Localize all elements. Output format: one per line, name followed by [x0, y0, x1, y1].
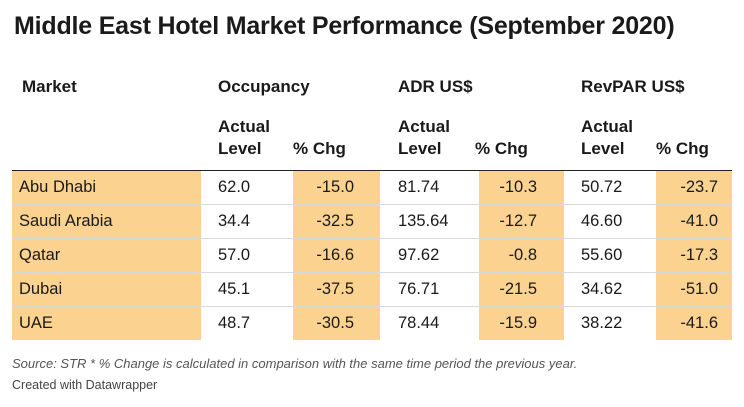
header-divider: [12, 170, 732, 171]
cell-adr-chg: -0.8: [479, 239, 564, 272]
cell-occupancy-chg: -30.5: [293, 307, 380, 340]
cell-revpar-chg: -51.0: [656, 273, 732, 306]
cell-market: Abu Dhabi: [12, 171, 201, 204]
cell-adr-chg: -12.7: [479, 205, 564, 238]
cell-market: Saudi Arabia: [12, 205, 201, 238]
cell-revpar: 46.60: [581, 212, 623, 230]
cell-revpar: 38.22: [581, 314, 623, 332]
header-market: Market: [22, 77, 77, 96]
cell-revpar-chg: -41.0: [656, 205, 732, 238]
source-note: Source: STR * % Change is calculated in …: [12, 356, 578, 371]
cell-adr-chg: -10.3: [479, 171, 564, 204]
cell-adr-chg: -15.9: [479, 307, 564, 340]
subheader-revpar-pct: % Chg: [656, 139, 709, 158]
table-row: Saudi Arabia 34.4 -32.5 135.64 -12.7 46.…: [12, 205, 732, 239]
table-row: UAE 48.7 -30.5 78.44 -15.9 38.22 -41.6: [12, 307, 732, 340]
cell-adr-chg: -21.5: [479, 273, 564, 306]
cell-occupancy-chg: -37.5: [293, 273, 380, 306]
cell-market: UAE: [12, 307, 201, 340]
cell-occupancy-chg: -32.5: [293, 205, 380, 238]
cell-occupancy-chg: -15.0: [293, 171, 380, 204]
header-adr: ADR US$: [398, 77, 473, 96]
subheader-occ-pct: % Chg: [293, 139, 346, 158]
subheader-adr-level: Level: [398, 139, 442, 158]
table-body: Abu Dhabi 62.0 -15.0 81.74 -10.3 50.72 -…: [12, 171, 732, 340]
cell-adr: 97.62: [398, 246, 440, 264]
subheader-revpar-level: Level: [581, 139, 625, 158]
cell-occupancy: 57.0: [218, 246, 251, 264]
cell-adr: 81.74: [398, 178, 440, 196]
table-row: Dubai 45.1 -37.5 76.71 -21.5 34.62 -51.0: [12, 273, 732, 307]
cell-occupancy: 45.1: [218, 280, 251, 298]
cell-occupancy-chg: -16.6: [293, 239, 380, 272]
cell-revpar: 34.62: [581, 280, 623, 298]
cell-revpar-chg: -23.7: [656, 171, 732, 204]
cell-adr: 135.64: [398, 212, 449, 230]
cell-occupancy: 34.4: [218, 212, 251, 230]
cell-revpar-chg: -17.3: [656, 239, 732, 272]
table-row: Abu Dhabi 62.0 -15.0 81.74 -10.3 50.72 -…: [12, 171, 732, 205]
subheader-occ-level: Level: [218, 139, 262, 158]
cell-adr: 76.71: [398, 280, 440, 298]
subheader-adr-actual: Actual: [398, 117, 450, 136]
cell-market: Qatar: [12, 239, 201, 272]
cell-revpar: 50.72: [581, 178, 623, 196]
subheader-occ-actual: Actual: [218, 117, 270, 136]
cell-occupancy: 62.0: [218, 178, 251, 196]
table-subheader-row: Actual Level % Chg Actual Level % Chg Ac…: [12, 112, 732, 170]
datawrapper-credit: Created with Datawrapper: [12, 378, 158, 392]
table-row: Qatar 57.0 -16.6 97.62 -0.8 55.60 -17.3: [12, 239, 732, 273]
cell-occupancy: 48.7: [218, 314, 251, 332]
cell-revpar-chg: -41.6: [656, 307, 732, 340]
cell-adr: 78.44: [398, 314, 440, 332]
subheader-adr-pct: % Chg: [475, 139, 528, 158]
data-table: Market Occupancy ADR US$ RevPAR US$ Actu…: [12, 72, 732, 340]
table-header-row: Market Occupancy ADR US$ RevPAR US$: [12, 72, 732, 112]
cell-revpar: 55.60: [581, 246, 623, 264]
subheader-revpar-actual: Actual: [581, 117, 633, 136]
cell-market: Dubai: [12, 273, 201, 306]
chart-title: Middle East Hotel Market Performance (Se…: [14, 12, 675, 40]
header-revpar: RevPAR US$: [581, 77, 685, 96]
header-occupancy: Occupancy: [218, 77, 310, 96]
